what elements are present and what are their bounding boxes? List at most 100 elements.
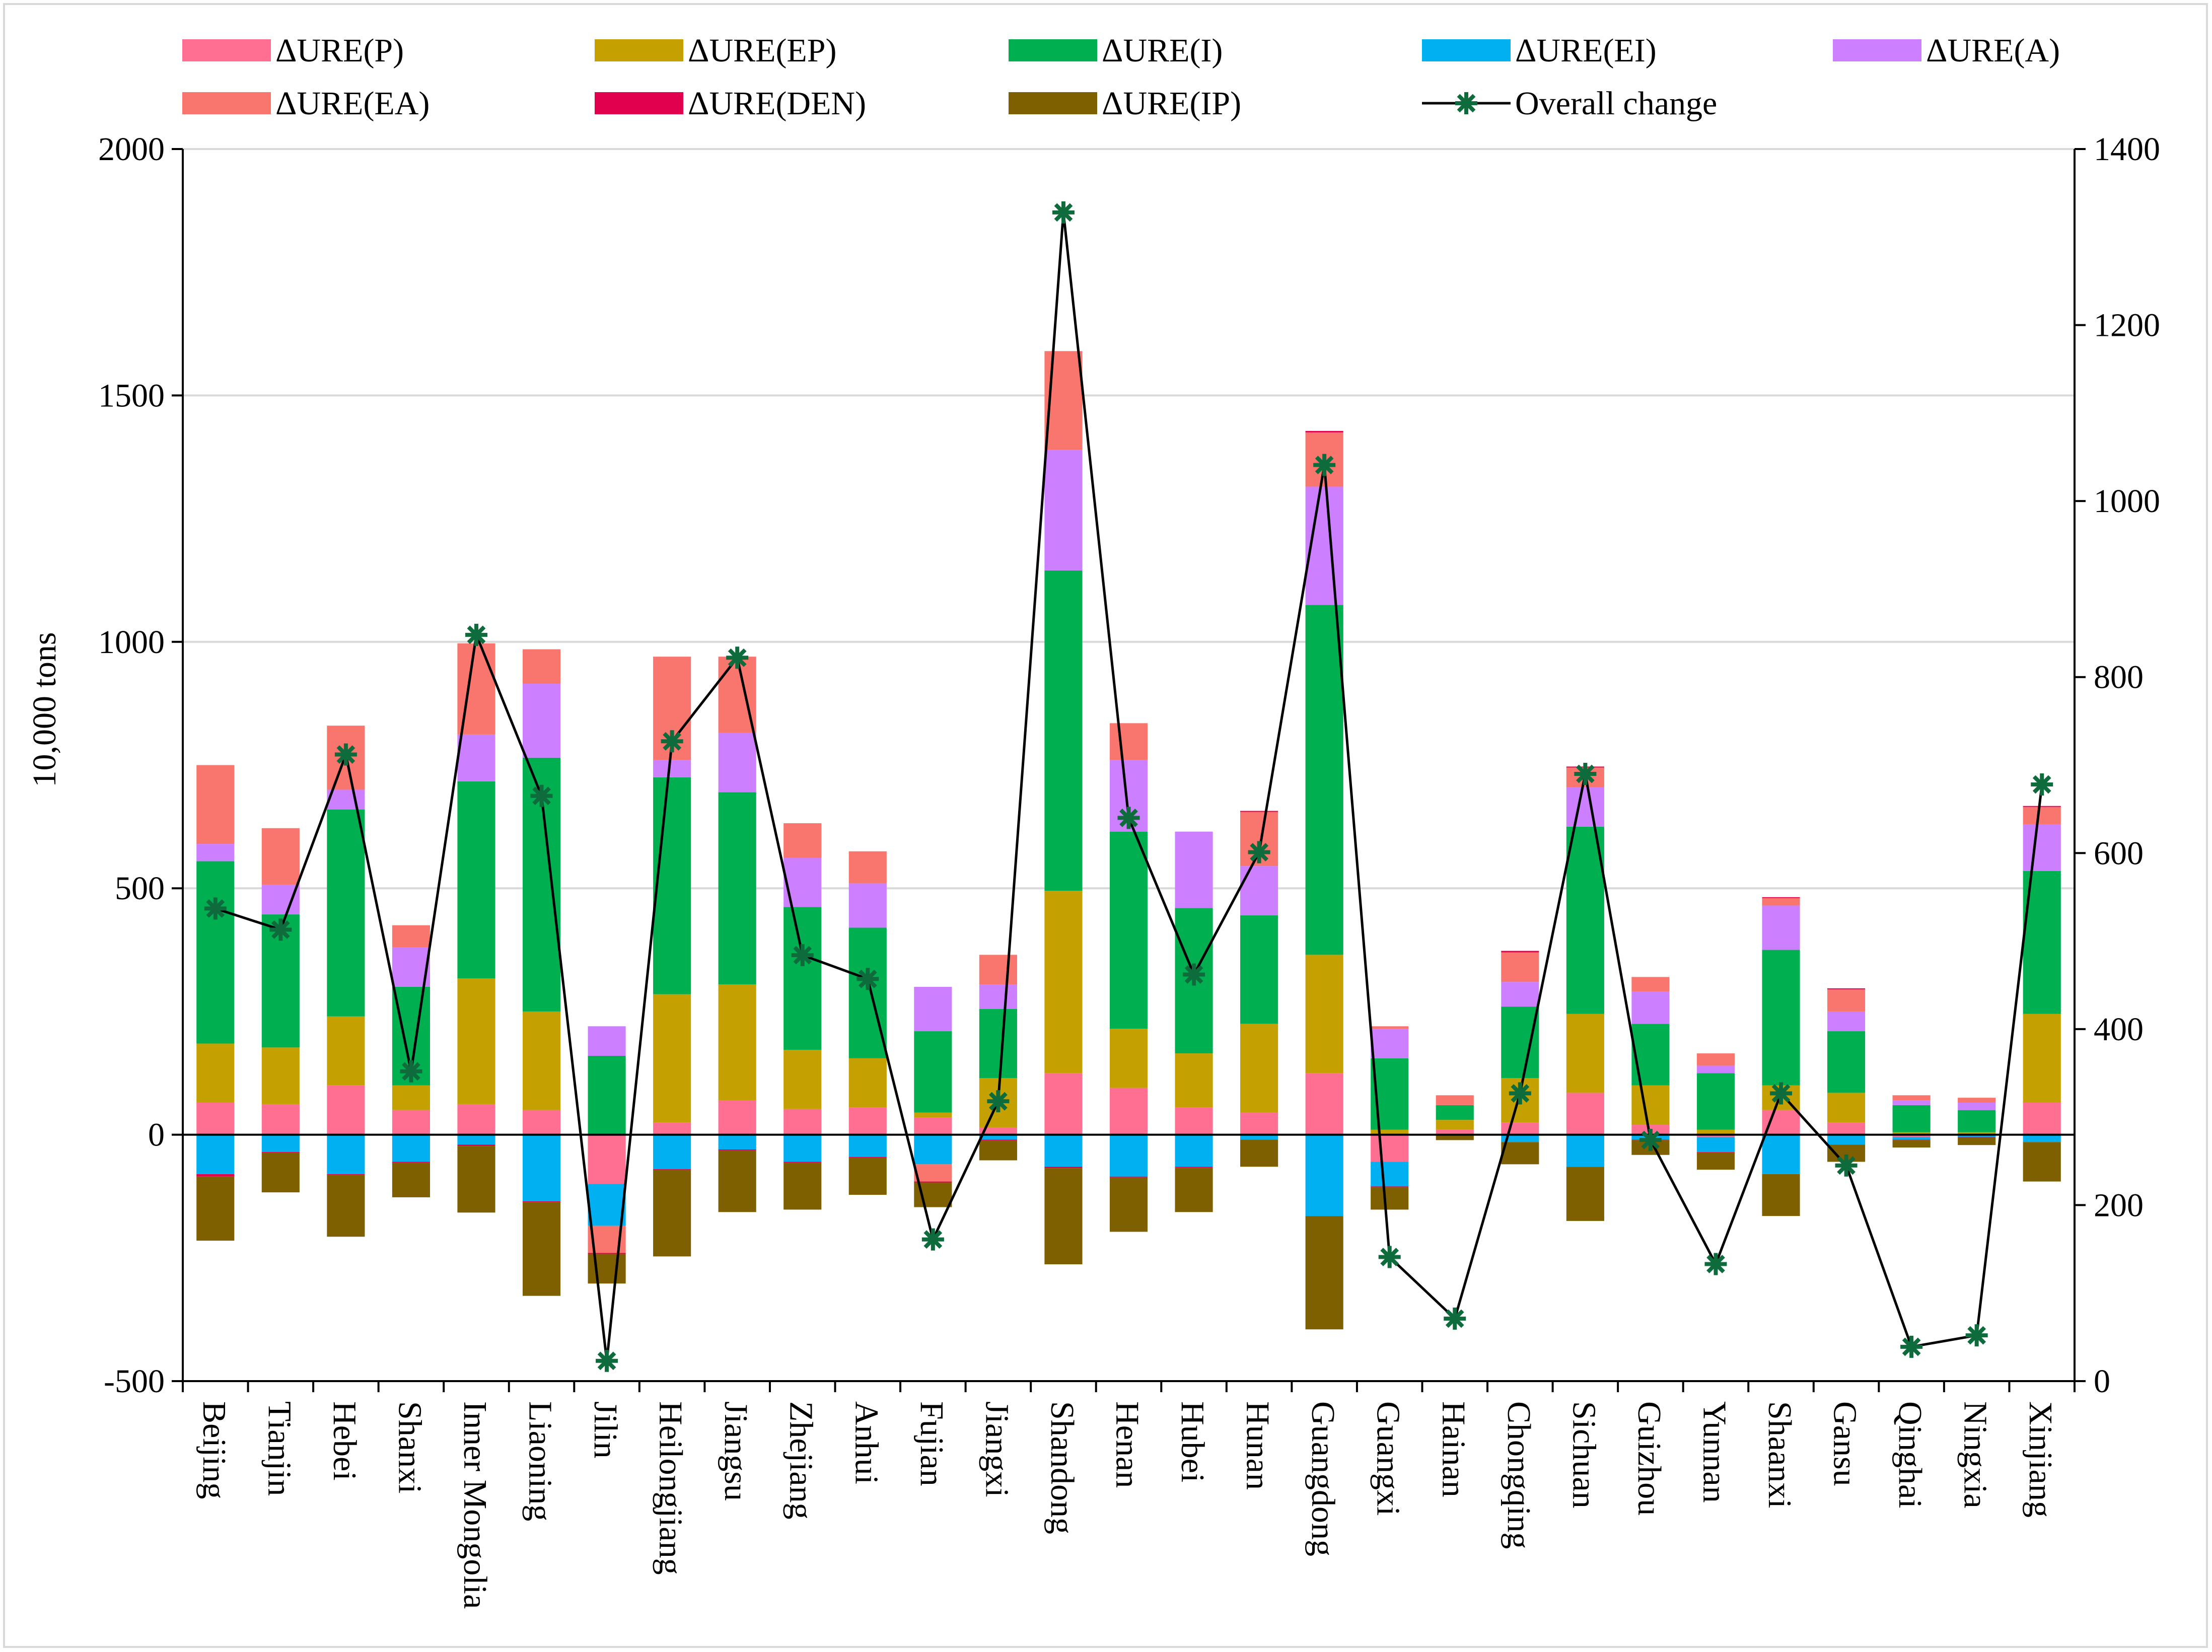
bar-ure-i-inner-mongolia	[457, 781, 495, 979]
right-tick-label: 0	[2094, 1363, 2110, 1400]
legend-swatch-ure-ei	[1422, 39, 1511, 61]
bar-ure-p-shanxi	[392, 1110, 431, 1135]
bar-ure-ep-beijing	[196, 1043, 235, 1103]
bar-ure-ip-yunnan	[1696, 1152, 1735, 1170]
overall-change-marker-shanxi	[400, 1060, 422, 1083]
overall-change-marker-ningxia	[1965, 1324, 1988, 1347]
legend-label-ure-ip: ΔURE(IP)	[1102, 85, 1241, 122]
bar-ure-ei-jiangsu	[718, 1134, 756, 1150]
overall-change-marker-inner-mongolia	[465, 623, 487, 646]
bar-ure-ei-shandong	[1044, 1134, 1083, 1167]
bar-ure-a-inner-mongolia	[457, 734, 495, 781]
overall-change-marker-hebei	[334, 743, 357, 766]
category-label-qinghai: Qinghai	[1892, 1401, 1929, 1509]
bar-ure-ei-beijing	[196, 1134, 235, 1174]
bar-ure-p-chongqing	[1501, 1122, 1539, 1135]
bar-ure-a-fujian	[914, 986, 952, 1032]
bar-ure-ei-inner-mongolia	[457, 1134, 495, 1145]
overall-change-marker-hainan	[1444, 1307, 1466, 1330]
bar-ure-i-qinghai	[1892, 1105, 1931, 1132]
bar-ure-a-gansu	[1827, 1011, 1866, 1032]
bar-ure-ep-guangdong	[1305, 955, 1343, 1073]
bar-ure-ei-ningxia	[1958, 1134, 1996, 1137]
bar-ure-p-hainan	[1436, 1129, 1474, 1135]
bar-ure-ip-guangdong	[1305, 1216, 1343, 1330]
legend-swatch-ure-ip	[1009, 92, 1097, 114]
bar-ure-den-henan	[1109, 1176, 1148, 1178]
bar-ure-a-shandong	[1044, 450, 1083, 570]
bar-ure-i-yunnan	[1696, 1073, 1735, 1130]
bar-ure-ei-tianjin	[261, 1134, 300, 1152]
bar-ure-ip-anhui	[848, 1158, 887, 1195]
right-tick-label: 400	[2094, 1011, 2144, 1048]
bar-ure-ei-xinjiang	[2023, 1134, 2061, 1142]
bar-ure-a-hebei	[327, 789, 365, 810]
category-label-jiangxi: Jiangxi	[978, 1401, 1015, 1497]
bar-ure-ep-hubei	[1175, 1053, 1213, 1108]
bar-ure-ip-inner-mongolia	[457, 1146, 495, 1213]
bar-ure-i-guangdong	[1305, 605, 1343, 955]
bar-ure-p-yunnan	[1696, 1134, 1735, 1137]
bar-ure-ip-hainan	[1436, 1135, 1474, 1140]
overall-change-marker-gansu	[1835, 1154, 1858, 1177]
right-tick-label: 1200	[2094, 307, 2160, 344]
bar-ure-ip-tianjin	[261, 1153, 300, 1193]
bar-ure-ep-tianjin	[261, 1047, 300, 1104]
category-label-guangdong: Guangdong	[1305, 1401, 1341, 1556]
bar-ure-ip-qinghai	[1892, 1140, 1931, 1148]
bar-ure-ea-guangxi	[1371, 1026, 1409, 1029]
category-label-shanxi: Shanxi	[391, 1401, 428, 1493]
legend-label-ure-ei: ΔURE(EI)	[1515, 32, 1657, 69]
bar-ure-ea-guizhou	[1631, 977, 1670, 992]
bar-ure-i-chongqing	[1501, 1007, 1539, 1079]
bar-ure-i-shandong	[1044, 570, 1083, 891]
y-axis-title: 10,000 tons	[26, 632, 63, 787]
category-label-zhejiang: Zhejiang	[783, 1401, 820, 1520]
bar-ure-p-liaoning	[522, 1110, 561, 1135]
left-tick-label: 1000	[98, 624, 165, 661]
category-label-beijing: Beijing	[196, 1401, 233, 1499]
bar-ure-ei-hunan	[1240, 1134, 1278, 1140]
bar-ure-ip-jilin	[588, 1254, 626, 1284]
bar-ure-p-hubei	[1175, 1107, 1213, 1135]
category-label-fujian: Fujian	[913, 1401, 950, 1486]
category-label-tianjin: Tianjin	[261, 1401, 298, 1496]
overall-change-marker-xinjiang	[2031, 773, 2053, 796]
bar-ure-ip-guangxi	[1371, 1187, 1409, 1210]
bar-ure-ea-hainan	[1436, 1095, 1474, 1105]
bar-ure-i-fujian	[914, 1031, 952, 1113]
bar-ure-ip-jiangsu	[718, 1150, 756, 1212]
bar-ure-ep-anhui	[848, 1058, 887, 1108]
overall-change-marker-hunan	[1248, 841, 1270, 864]
bar-ure-ip-xinjiang	[2023, 1142, 2061, 1182]
bar-ure-ep-guizhou	[1631, 1085, 1670, 1125]
category-label-guangxi: Guangxi	[1370, 1401, 1407, 1516]
bar-ure-den-shandong	[1044, 1167, 1083, 1169]
overall-change-marker-chongqing	[1509, 1082, 1531, 1105]
legend-swatch-ure-p	[182, 39, 271, 61]
bar-ure-den-beijing	[196, 1174, 235, 1177]
bar-ure-ei-sichuan	[1566, 1134, 1604, 1167]
bar-ure-ei-shanxi	[392, 1134, 431, 1162]
overall-change-marker-henan	[1117, 807, 1140, 829]
bar-ure-ei-fujian	[914, 1134, 952, 1165]
bar-ure-ei-chongqing	[1501, 1134, 1539, 1142]
bar-ure-ep-qinghai	[1892, 1132, 1931, 1135]
bar-ure-ip-liaoning	[522, 1202, 561, 1296]
bar-ure-ip-hunan	[1240, 1139, 1278, 1167]
bar-ure-p-anhui	[848, 1107, 887, 1135]
bar-ure-den-inner-mongolia	[457, 1144, 495, 1146]
left-tick-label: 1500	[98, 377, 165, 414]
bar-ure-p-tianjin	[261, 1104, 300, 1135]
bar-ure-i-ningxia	[1958, 1110, 1996, 1132]
bar-ure-a-tianjin	[261, 885, 300, 915]
legend-label-ure-ea: ΔURE(EA)	[275, 85, 430, 122]
bar-ure-a-chongqing	[1501, 982, 1539, 1007]
bar-ure-ea-beijing	[196, 765, 235, 844]
bar-ure-ei-jilin	[588, 1184, 626, 1226]
bar-ure-i-hunan	[1240, 915, 1278, 1024]
bar-ure-ea-yunnan	[1696, 1053, 1735, 1066]
bar-ure-i-jilin	[588, 1055, 626, 1135]
bar-ure-p-sichuan	[1566, 1093, 1604, 1135]
bar-ure-a-guizhou	[1631, 991, 1670, 1024]
